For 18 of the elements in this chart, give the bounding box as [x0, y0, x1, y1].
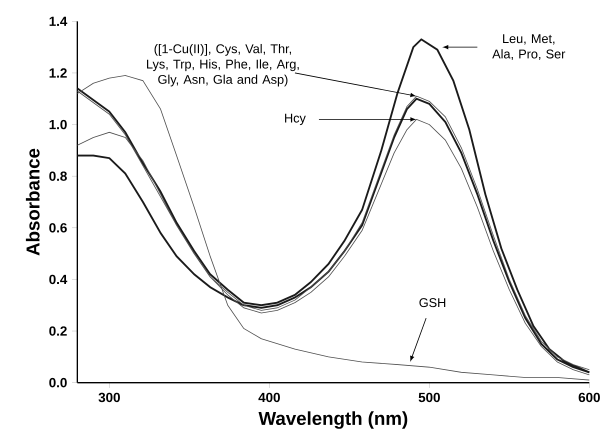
y-tick-label: 0.4 [49, 274, 68, 284]
y-tick-label: 1.0 [50, 120, 67, 130]
x-axis-title: Wavelength (nm) [258, 411, 408, 429]
y-tick-label: 0.2 [49, 326, 67, 336]
y-tick-label: 0.8 [49, 171, 67, 181]
x-tick-label: 600 [578, 392, 600, 402]
annotation: Hcy [285, 114, 306, 126]
x-tick-label: 400 [258, 392, 280, 402]
y-tick-label: 1.4 [50, 16, 68, 26]
annotation: ([1-Cu(II)], Cys, Val, Thr, Lys, Trp, His, Phe, Ile, Arg, Gly, Asn, Gla and Asp) [147, 44, 299, 86]
y-tick-label: 1.2 [50, 68, 67, 78]
y-tick-label: 0.0 [49, 378, 67, 388]
x-tick-label: 300 [98, 392, 120, 402]
annotation: Leu, Met, Ala, Pro, Ser [492, 34, 566, 60]
y-tick-label: 0.6 [49, 223, 67, 233]
annotation: GSH [419, 298, 446, 308]
x-tick-label: 500 [418, 392, 440, 402]
y-axis-title: Absorbance [26, 148, 40, 256]
